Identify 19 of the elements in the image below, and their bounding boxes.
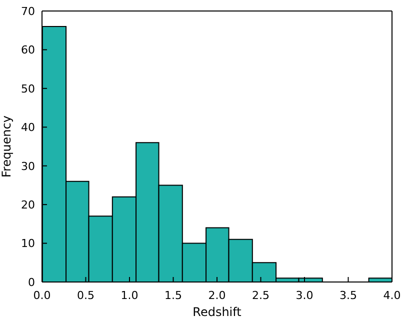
y-axis-title: Frequency [0, 116, 14, 178]
x-tick-label: 1.5 [164, 288, 182, 302]
y-tick-label: 40 [21, 121, 35, 134]
y-tick-label: 50 [21, 82, 35, 96]
x-tick-label: 2.0 [208, 288, 226, 302]
x-tick-label: 2.5 [252, 288, 270, 302]
y-tick-label: 0 [28, 276, 35, 289]
x-tick-label: 0.5 [77, 288, 94, 302]
y-tick-label: 70 [21, 4, 35, 18]
x-tick-label: 1.0 [120, 288, 138, 302]
x-tick-label: 0.0 [33, 288, 51, 302]
x-axis-title: Redshift [192, 305, 242, 319]
y-tick-label: 60 [21, 44, 35, 57]
x-tick-label: 3.5 [340, 288, 357, 302]
y-tick-label: 20 [21, 198, 35, 212]
y-tick-label: 10 [21, 237, 35, 250]
x-tick-label: 3.0 [296, 288, 314, 302]
y-tick-label: 30 [21, 160, 35, 173]
x-tick-label: 4.0 [383, 288, 401, 302]
